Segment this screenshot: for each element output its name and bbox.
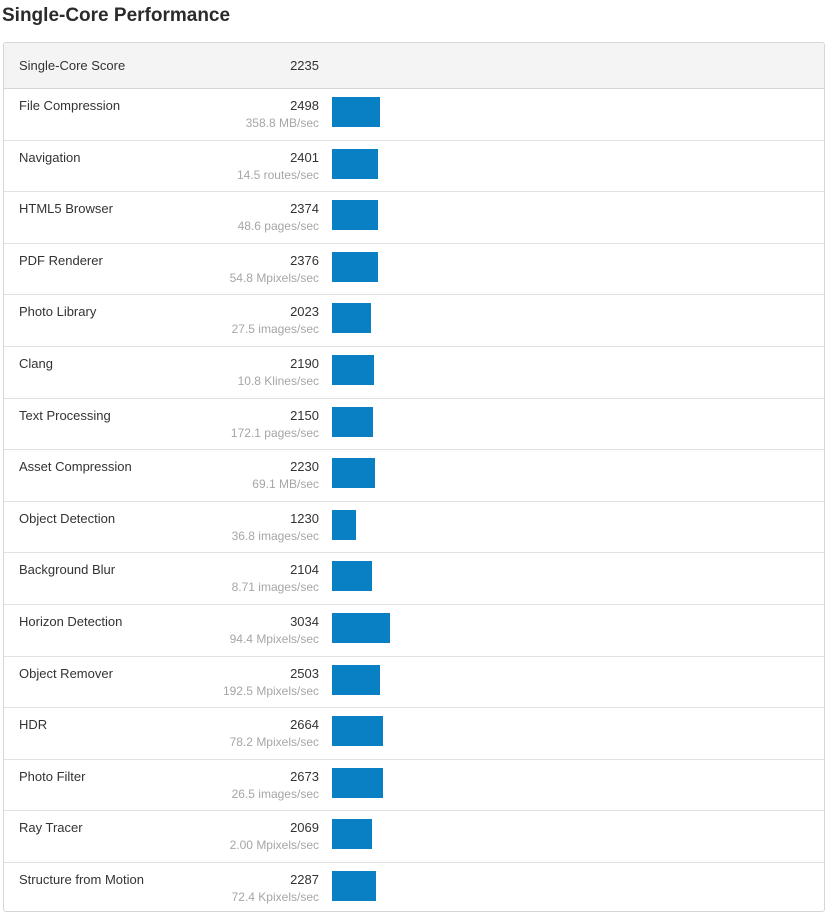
benchmark-name: Structure from Motion	[19, 871, 144, 887]
benchmark-rate: 94.4 Mpixels/sec	[229, 631, 319, 646]
table-row: Object Detection 1230 36.8 images/sec	[4, 502, 824, 554]
benchmark-rate: 2.00 Mpixels/sec	[229, 838, 319, 853]
benchmark-score: 2673	[290, 768, 319, 784]
benchmark-name: HTML5 Browser	[19, 201, 113, 217]
benchmark-rate: 54.8 Mpixels/sec	[229, 270, 319, 285]
table-row: HDR 2664 78.2 Mpixels/sec	[4, 708, 824, 760]
score-bar	[332, 716, 383, 747]
benchmark-name: File Compression	[19, 98, 121, 113]
table-row: PDF Renderer 2376 54.8 Mpixels/sec	[4, 244, 824, 296]
score-bar	[332, 664, 380, 695]
benchmark-rate: 14.5 routes/sec	[236, 167, 319, 182]
benchmark-rate: 78.2 Mpixels/sec	[229, 735, 319, 750]
table-row: HTML5 Browser 2374 48.6 pages/sec	[4, 192, 824, 244]
benchmark-score: 2287	[290, 871, 319, 887]
benchmark-name: Clang	[19, 355, 53, 371]
benchmark-name: Object Detection	[19, 510, 116, 526]
score-bar	[332, 561, 372, 592]
benchmark-score: 2376	[290, 252, 319, 268]
benchmark-score: 3034	[290, 613, 319, 629]
benchmark-score: 2150	[290, 407, 319, 423]
benchmark-score: 2498	[290, 98, 319, 113]
benchmark-name: PDF Renderer	[19, 252, 103, 268]
table-row: Ray Tracer 2069 2.00 Mpixels/sec	[4, 811, 824, 863]
benchmark-rate: 69.1 MB/sec	[252, 477, 319, 492]
benchmark-score: 2104	[290, 562, 319, 578]
benchmark-score: 2664	[290, 717, 319, 733]
score-bar	[332, 303, 371, 334]
benchmark-score: 2374	[290, 201, 319, 217]
score-bar	[332, 612, 390, 643]
score-bar	[332, 148, 378, 179]
table-row: Background Blur 2104 8.71 images/sec	[4, 553, 824, 605]
table-row: Structure from Motion 2287 72.4 Kpixels/se…	[4, 863, 824, 911]
benchmark-name: Asset Compression	[19, 459, 132, 475]
benchmark-rate: 10.8 Klines/sec	[237, 373, 319, 388]
page-title: Single-Core Performance	[2, 5, 231, 26]
benchmark-rate: 36.8 images/sec	[231, 528, 319, 543]
benchmark-rate: 358.8 MB/sec	[245, 116, 319, 130]
benchmark-name: Photo Filter	[19, 768, 86, 784]
benchmark-rate: 27.5 images/sec	[231, 322, 319, 337]
table-row: Photo Filter 2673 26.5 images/sec	[4, 760, 824, 812]
benchmark-name: Object Remover	[19, 665, 113, 681]
table-row: Photo Library 2023 27.5 images/sec	[4, 295, 824, 347]
benchmark-score: 2401	[290, 149, 319, 165]
benchmark-score: 2023	[290, 304, 319, 320]
benchmark-table: Single-Core Score 2235 File Compression 2…	[3, 42, 825, 912]
header-score: 2235	[290, 58, 319, 73]
table-row: Asset Compression 2230 69.1 MB/sec	[4, 450, 824, 502]
table-row: Text Processing 2150 172.1 pages/sec	[4, 399, 824, 451]
score-bar	[332, 458, 375, 489]
benchmark-name: Photo Library	[19, 304, 97, 320]
score-bar	[332, 767, 383, 798]
benchmark-name: Ray Tracer	[19, 820, 83, 836]
benchmark-name: Background Blur	[19, 562, 116, 578]
benchmark-name: Text Processing	[19, 407, 111, 423]
table-row: Clang 2190 10.8 Klines/sec	[4, 347, 824, 399]
benchmark-score: 2190	[290, 355, 319, 371]
score-bar	[332, 354, 374, 385]
score-bar	[332, 509, 356, 540]
benchmark-name: HDR	[19, 717, 48, 733]
score-bar	[332, 870, 376, 901]
score-bar	[332, 97, 380, 127]
benchmark-rate: 48.6 pages/sec	[237, 219, 319, 234]
score-bar	[332, 251, 378, 282]
benchmark-rows: File Compression 2498 358.8 MB/sec Navigati…	[4, 89, 824, 911]
score-bar	[332, 200, 378, 231]
table-row: Object Remover 2503 192.5 Mpixels/sec	[4, 657, 824, 709]
benchmark-score: 2069	[290, 820, 319, 836]
benchmark-rate: 172.1 pages/sec	[230, 425, 319, 440]
score-bar	[332, 819, 372, 850]
benchmark-score: 2503	[290, 665, 319, 681]
benchmark-name: Horizon Detection	[19, 613, 123, 629]
header-label: Single-Core Score	[19, 58, 126, 73]
benchmark-rate: 72.4 Kpixels/sec	[231, 889, 319, 904]
benchmark-rate: 8.71 images/sec	[231, 580, 319, 595]
benchmark-rate: 192.5 Mpixels/sec	[222, 683, 319, 698]
table-row: Navigation 2401 14.5 routes/sec	[4, 141, 824, 193]
table-row: Horizon Detection 3034 94.4 Mpixels/sec	[4, 605, 824, 657]
benchmark-score: 1230	[290, 510, 319, 526]
benchmark-score: 2230	[290, 459, 319, 475]
benchmark-name: Navigation	[19, 149, 81, 165]
score-bar	[332, 406, 373, 437]
table-header: Single-Core Score 2235	[4, 43, 824, 89]
benchmark-rate: 26.5 images/sec	[231, 786, 319, 801]
table-row: File Compression 2498 358.8 MB/sec	[4, 89, 824, 141]
